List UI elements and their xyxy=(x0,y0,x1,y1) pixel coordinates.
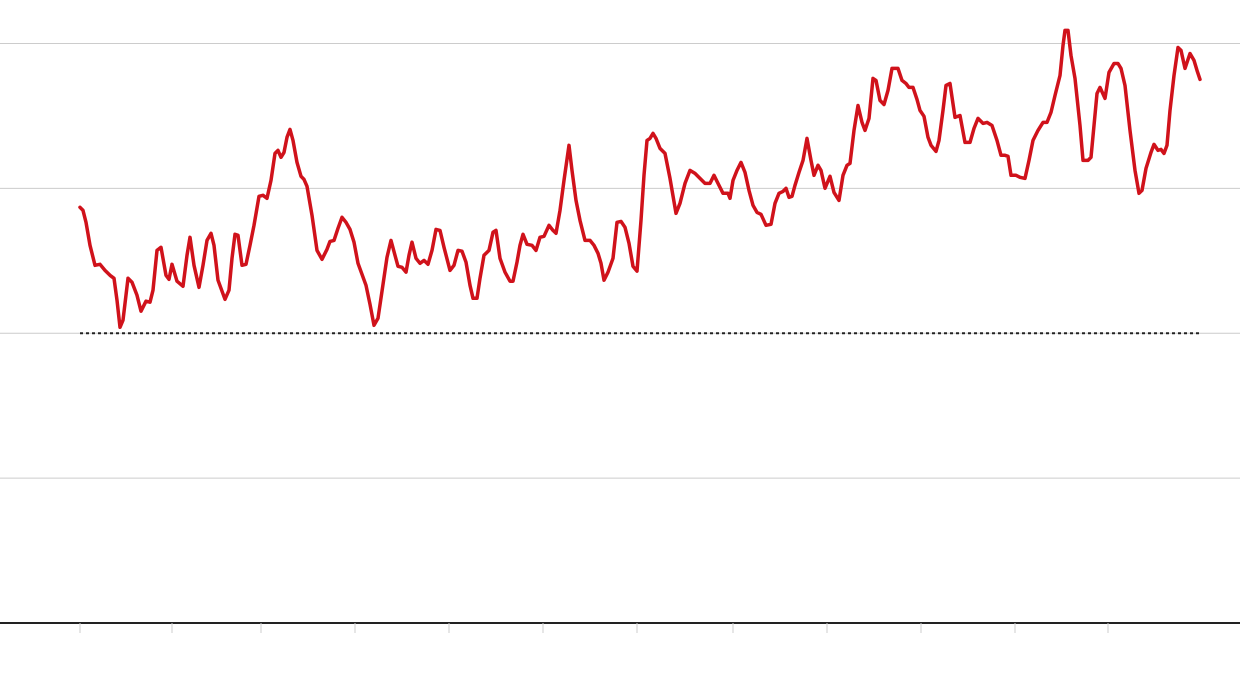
data-line xyxy=(78,28,1202,330)
